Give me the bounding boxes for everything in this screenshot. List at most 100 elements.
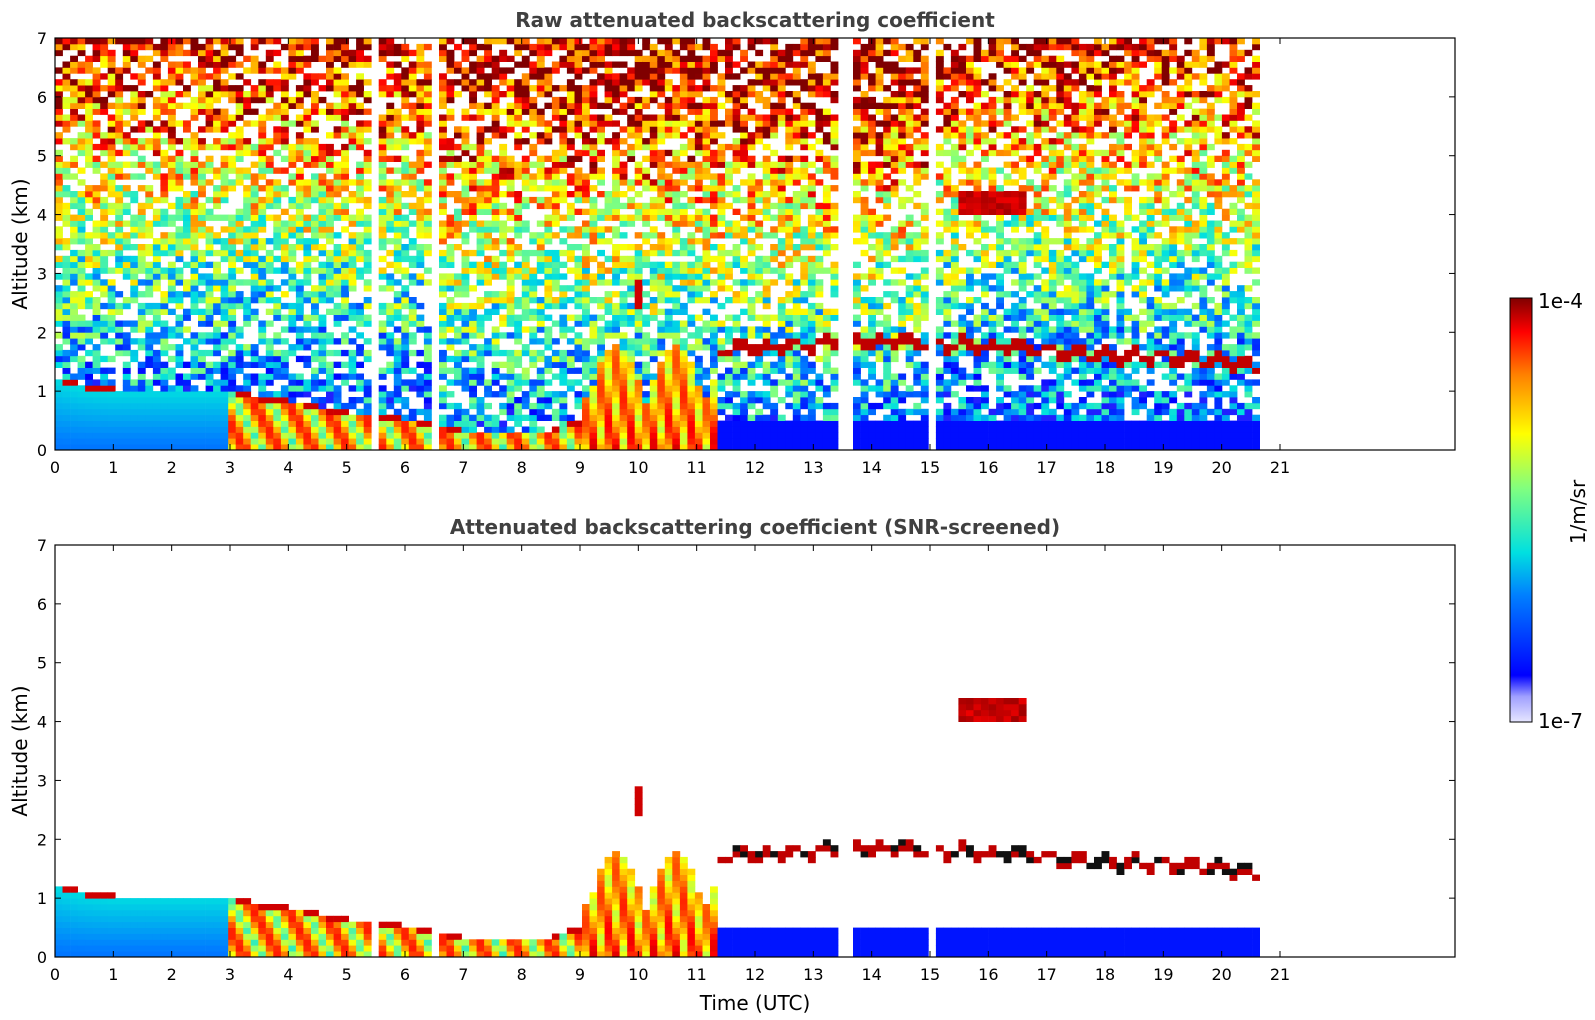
heatmap-cell	[770, 444, 779, 451]
heatmap-cell	[85, 138, 93, 145]
heatmap-cell	[122, 338, 131, 345]
heatmap-cell	[303, 314, 312, 321]
heatmap-cell	[649, 261, 658, 268]
heatmap-cell	[55, 402, 63, 410]
heatmap-cell	[175, 373, 184, 380]
heatmap-cell	[544, 361, 553, 368]
heatmap-cell	[70, 261, 78, 268]
heatmap-cell	[687, 444, 696, 451]
heatmap-cell	[574, 332, 583, 339]
heatmap-cell	[732, 297, 741, 304]
heatmap-cell	[62, 402, 71, 410]
heatmap-cell	[115, 320, 124, 327]
heatmap-cell	[70, 402, 78, 410]
heatmap-cell	[589, 167, 598, 174]
heatmap-cell	[657, 91, 666, 98]
heatmap-cell	[619, 138, 628, 145]
heatmap-cell	[288, 444, 297, 451]
heatmap-cell	[529, 279, 538, 286]
heatmap-cell	[694, 273, 703, 280]
heatmap-cell	[160, 249, 169, 257]
heatmap-cell	[717, 338, 726, 345]
heatmap-cell	[597, 132, 605, 139]
heatmap-cell	[710, 114, 718, 121]
heatmap-cell	[725, 273, 733, 280]
heatmap-cell	[70, 161, 78, 168]
heatmap-cell	[295, 285, 304, 292]
heatmap-cell	[710, 226, 718, 233]
heatmap-cell	[642, 79, 651, 86]
heatmap-cell	[145, 232, 154, 239]
heatmap-cell	[235, 220, 244, 227]
heatmap-cell	[657, 338, 666, 345]
heatmap-cell	[288, 285, 297, 292]
heatmap-cell	[439, 102, 447, 109]
heatmap-cell	[777, 344, 786, 351]
heatmap-cell	[341, 226, 349, 233]
heatmap-cell	[326, 332, 334, 339]
heatmap-cell	[634, 361, 643, 368]
heatmap-cell	[694, 279, 703, 286]
heatmap-cell	[454, 373, 462, 380]
heatmap-cell	[311, 238, 319, 245]
heatmap-cell	[243, 149, 252, 157]
heatmap-cell	[85, 38, 93, 45]
heatmap-cell	[499, 332, 508, 339]
heatmap-cell	[107, 55, 116, 62]
heatmap-cell	[198, 373, 206, 380]
heatmap-cell	[687, 244, 696, 251]
heatmap-cell	[152, 61, 161, 68]
heatmap-cell	[386, 85, 395, 92]
heatmap-cell	[62, 255, 71, 263]
heatmap-cell	[672, 273, 681, 280]
heatmap-cell	[228, 38, 237, 45]
heatmap-cell	[491, 297, 500, 304]
heatmap-cell	[687, 96, 696, 104]
heatmap-cell	[183, 314, 191, 321]
heatmap-cell	[506, 320, 515, 327]
heatmap-cell	[416, 279, 425, 286]
heatmap-cell	[205, 196, 214, 204]
heatmap-cell	[333, 320, 342, 327]
heatmap-cell	[717, 438, 726, 445]
heatmap-cell	[574, 444, 583, 451]
heatmap-cell	[657, 349, 666, 357]
heatmap-cell	[341, 373, 349, 380]
heatmap-cell	[725, 326, 733, 333]
heatmap-cell	[295, 202, 304, 210]
heatmap-cell	[732, 185, 741, 192]
heatmap-cell	[363, 202, 372, 210]
heatmap-cell	[604, 373, 613, 380]
heatmap-cell	[672, 126, 681, 133]
heatmap-cell	[250, 379, 259, 386]
heatmap-cell	[175, 167, 184, 174]
heatmap-cell	[326, 285, 334, 292]
heatmap-cell	[740, 332, 748, 339]
heatmap-cell	[657, 155, 666, 162]
heatmap-cell	[521, 302, 530, 310]
heatmap-cell	[288, 102, 297, 109]
heatmap-cell	[491, 414, 500, 421]
heatmap-cell	[250, 108, 259, 115]
heatmap-cell	[762, 285, 771, 292]
heatmap-cell	[747, 238, 756, 245]
heatmap-cell	[702, 55, 711, 62]
heatmap-cell	[672, 161, 681, 168]
heatmap-cell	[770, 367, 779, 374]
heatmap-cell	[506, 208, 515, 215]
heatmap-cell	[288, 149, 297, 157]
heatmap-cell	[401, 285, 410, 292]
heatmap-cell	[393, 91, 402, 98]
heatmap-cell	[484, 385, 492, 392]
heatmap-cell	[311, 155, 319, 162]
heatmap-cell	[243, 208, 252, 215]
heatmap-cell	[280, 126, 289, 133]
heatmap-cell	[732, 38, 741, 45]
heatmap-cell	[423, 332, 432, 339]
heatmap-cell	[190, 385, 199, 392]
heatmap-cell	[649, 132, 658, 139]
plot-area	[54, 37, 1456, 451]
heatmap-cell	[190, 397, 199, 404]
heatmap-cell	[582, 91, 590, 98]
heatmap-cell	[258, 397, 267, 404]
